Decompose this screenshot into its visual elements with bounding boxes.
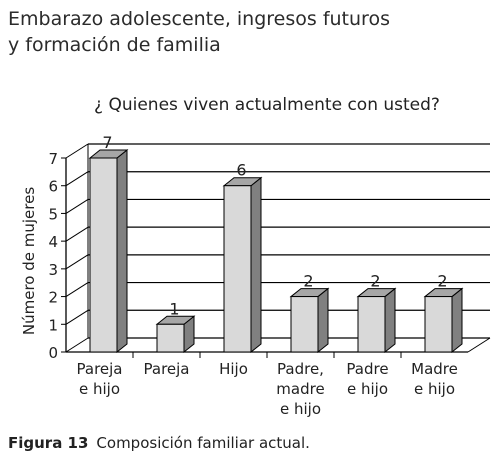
x-tick-label: Padre e hijo xyxy=(346,360,388,398)
axes xyxy=(61,144,491,358)
y-axis-label: Número de mujeres xyxy=(20,187,38,335)
bar-side xyxy=(451,287,463,354)
data-label: 7 xyxy=(102,133,112,152)
data-label: 2 xyxy=(370,272,380,291)
gridline-side xyxy=(65,143,89,159)
bar-side xyxy=(250,176,262,354)
x-tick-label: Pareja xyxy=(144,360,190,378)
gridlines xyxy=(65,143,490,353)
header-line-2: y formación de familia xyxy=(8,34,221,56)
y-tick-label: 4 xyxy=(48,233,58,251)
bar-front xyxy=(357,296,386,353)
gridline-side xyxy=(65,282,89,297)
bar-side xyxy=(116,148,128,354)
x-tick-label: Pareja e hijo xyxy=(77,360,123,398)
bar-front xyxy=(424,296,453,353)
y-tick-label: 5 xyxy=(48,205,58,223)
gridline-side xyxy=(65,254,89,270)
header-line-1: Embarazo adolescente, ingresos futuros xyxy=(8,8,390,30)
data-label: 6 xyxy=(236,161,246,180)
x-tick-label: Hijo xyxy=(219,360,248,378)
bar-front xyxy=(290,296,319,353)
data-label: 2 xyxy=(437,272,447,291)
x-tick-label: Madre e hijo xyxy=(411,360,458,398)
data-label: 1 xyxy=(169,299,179,318)
y-tick-label: 0 xyxy=(48,344,58,362)
figure-caption-text: Composición familiar actual. xyxy=(96,434,310,452)
y-tick-label: 2 xyxy=(48,289,58,307)
bar-front xyxy=(156,323,185,353)
gridline-side xyxy=(65,226,89,242)
bar xyxy=(289,287,330,354)
bar xyxy=(356,287,397,354)
bar xyxy=(423,287,464,354)
floor-edge xyxy=(467,337,491,353)
page-header: Embarazo adolescente, ingresos futuros y… xyxy=(8,6,390,58)
data-label: 2 xyxy=(303,272,313,291)
gridline-side xyxy=(65,171,89,187)
chart-title: ¿ Quienes viven actualmente con usted? xyxy=(94,95,440,115)
bar-front xyxy=(223,185,252,353)
gridline-side xyxy=(65,199,89,214)
gridline-side xyxy=(65,337,89,353)
bar xyxy=(222,176,263,354)
x-tick-label: Padre, madre e hijo xyxy=(276,360,324,418)
gridline-side xyxy=(65,309,89,325)
labels: 0 1 2 3 4 5 6 7 7 Pareja e hijo 1 Pareja 6 Hijo 2 Padre,… xyxy=(48,133,457,418)
bar xyxy=(88,148,129,354)
bar-front xyxy=(89,157,118,353)
bar-side xyxy=(317,287,329,354)
figure-caption: Figura 13 Composición familiar actual. xyxy=(8,434,310,452)
y-tick-label: 7 xyxy=(48,150,58,168)
bar xyxy=(155,315,196,354)
bars xyxy=(88,148,464,354)
y-tick-label: 3 xyxy=(48,261,58,279)
figure-number: Figura 13 xyxy=(8,434,89,452)
y-tick-label: 1 xyxy=(48,316,58,334)
bar-side xyxy=(384,287,396,354)
y-tick-label: 6 xyxy=(48,178,58,196)
